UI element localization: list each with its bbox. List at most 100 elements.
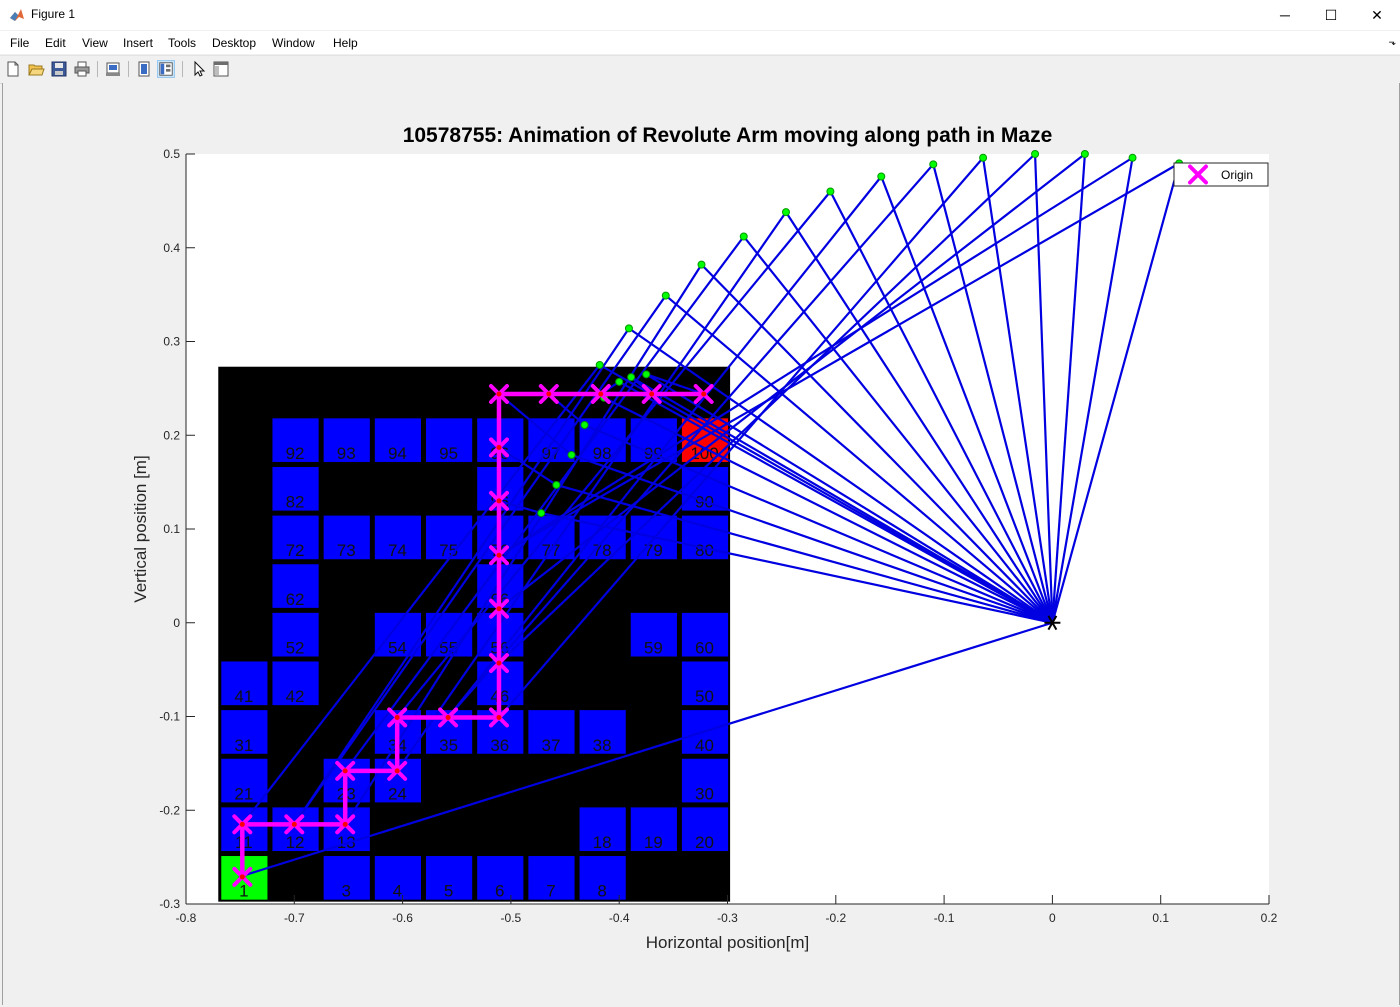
arm-link-upper [700,263,1054,624]
arm-elbow-joint [615,377,624,386]
maze-cell-label: 73 [337,541,356,560]
maze-cell-label: 92 [286,444,305,463]
menu-tools[interactable]: Tools [168,36,197,50]
window-title: Figure 1 [31,7,76,21]
waypoint-center [342,768,348,774]
path-waypoint [488,384,509,404]
edit-plot-pointer-icon[interactable] [190,60,208,78]
arm-layer [238,150,1184,880]
maze-cell-label: 42 [286,687,305,706]
waypoint-center [701,391,707,397]
chart-plot[interactable]: 1345678111213181920212324303134353637384… [3,83,1399,1005]
waypoint-center [496,444,502,450]
maze-cell-label: 4 [393,882,402,901]
print-icon[interactable] [73,60,91,78]
arm-elbow-joint [697,260,706,269]
legend[interactable]: Origin [1173,162,1269,187]
toolbar-separator [182,61,183,77]
arm-link-lower [396,211,787,772]
arm-link-lower [344,235,745,772]
y-tick-label: 0.4 [163,241,180,255]
x-tick-label: -0.6 [392,911,413,925]
arm-link-upper [540,511,1053,624]
print-preview-icon[interactable] [104,60,122,78]
arm-link-lower [498,153,1086,610]
arm-link-upper [982,157,1054,623]
menu-overflow-icon[interactable]: ⬎ [1388,37,1396,47]
maze-cell-label: 1 [239,882,248,901]
maze-cell-label: 50 [695,687,714,706]
menu-file[interactable]: File [10,36,30,50]
maximize-icon: ☐ [1324,6,1338,23]
path-waypoint [641,384,662,404]
x-tick-label: -0.5 [501,911,522,925]
arm-base-marker [1044,615,1061,631]
maze-cell [272,418,319,462]
y-axis-label: Vertical position [m] [131,455,150,602]
minimize-button[interactable]: ─ [1262,0,1308,30]
maze-cell-label: 52 [286,639,305,658]
hide-plot-tools-icon[interactable] [135,60,153,78]
maze-cell-label: 20 [695,833,714,852]
y-tick-label: -0.1 [159,710,180,724]
open-file-icon[interactable] [27,60,45,78]
path-waypoint [488,437,509,458]
path-waypoint [335,814,356,835]
y-tick-label: 0 [173,616,180,630]
x-tick-label: 0.1 [1152,911,1169,925]
waypoint-center [445,714,451,720]
path-waypoint [488,653,509,674]
close-button[interactable]: ✕ [1354,0,1400,30]
maze-cell-label: 59 [644,639,663,658]
maze-cell [681,612,729,657]
new-figure-icon[interactable] [4,60,22,78]
arm-base-stroke [1047,615,1058,631]
show-plot-tools-icon[interactable] [157,60,175,78]
maze-cell [579,710,626,754]
maze-cell-label: 30 [695,784,714,803]
x-tick-label: 0.2 [1261,911,1278,925]
arm-elbow-joint [929,160,938,169]
maze-cell-label: 35 [439,736,458,755]
dock-panel-icon[interactable] [212,60,230,78]
arm-link-lower [498,446,557,486]
path-waypoint [488,598,509,619]
maze-cell-label: 80 [695,541,714,560]
y-tick-label: -0.3 [159,897,180,911]
maze-cell-label: 24 [388,784,407,803]
maze-cell [681,661,729,706]
maximize-button[interactable]: ☐ [1308,0,1354,30]
maze-cell-label: 72 [286,541,305,560]
waypoint-center [496,552,502,558]
arm-elbow-joint [781,208,790,217]
arm-elbow-joint [661,291,670,300]
maze-cell-label: 36 [490,736,509,755]
maze-cell-label: 19 [644,833,663,852]
path-waypoint [488,707,509,728]
figure-toolbar [0,55,1400,84]
maze-cell [272,515,319,560]
maze-cell-label: 18 [593,833,612,852]
arm-link-upper [571,453,1053,624]
menu-desktop[interactable]: Desktop [212,36,257,50]
menu-window[interactable]: Window [272,36,315,50]
menu-insert[interactable]: Insert [123,36,154,50]
arm-link-lower [498,156,1134,557]
maze-cell [681,466,729,511]
maze-cell [272,564,319,608]
maze-cell [374,515,422,560]
x-tick-label: -0.8 [176,911,197,925]
menu-edit[interactable]: Edit [45,36,66,50]
figure-canvas: 1345678111213181920212324303134353637384… [2,83,1400,1005]
x-tick-label: -0.4 [609,911,630,925]
save-icon[interactable] [50,60,68,78]
arm-link-upper [645,373,1053,624]
menu-view[interactable]: View [82,36,108,50]
maze-cell-label: 82 [286,493,305,512]
legend-box [1173,162,1269,187]
path-waypoint [488,545,509,566]
arm-elbow-joint [627,373,636,382]
arm-link-lower [447,175,883,719]
menu-help[interactable]: Help [333,36,358,50]
waypoint-center [291,821,297,827]
